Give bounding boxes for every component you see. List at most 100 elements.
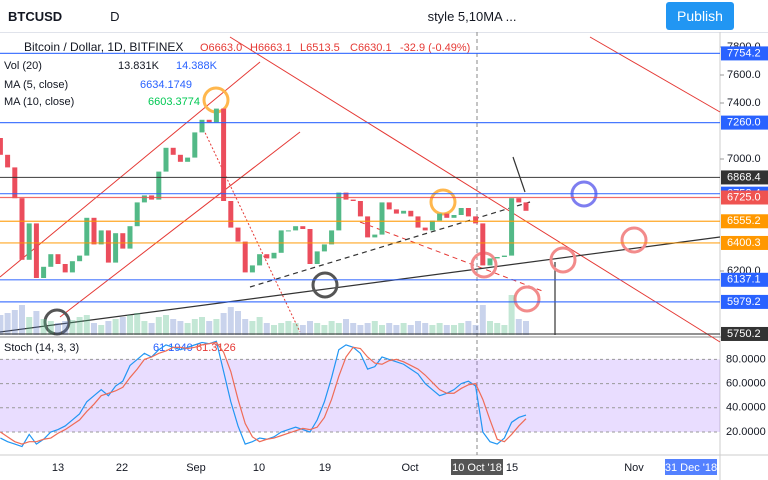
candle-body <box>408 210 414 217</box>
legend-low: L6513.5 <box>300 42 340 54</box>
volume-bar <box>458 323 465 335</box>
volume-bar <box>400 323 407 335</box>
price-tag <box>721 214 768 229</box>
stoch-tick-label: 80.0000 <box>726 353 766 365</box>
price-tag <box>721 235 768 250</box>
candle-body <box>26 223 32 260</box>
candle-body <box>185 157 191 162</box>
price-tag-label: 7260.0 <box>727 117 761 129</box>
volume-bar <box>206 321 213 335</box>
candle-body <box>177 154 183 162</box>
candle-body <box>293 226 299 231</box>
price-tick-label: 7400.0 <box>727 97 761 109</box>
volume-bar <box>220 313 227 335</box>
publish-button[interactable]: Publish <box>666 2 734 30</box>
candle-body <box>307 229 313 264</box>
volume-bar <box>429 325 436 335</box>
volume-bar <box>465 321 472 335</box>
candle-body <box>285 230 291 232</box>
volume-bar <box>321 325 328 335</box>
volume-bar <box>98 325 105 335</box>
volume-bar <box>307 321 313 335</box>
volume-bar <box>119 317 126 335</box>
volume-bar <box>292 323 299 335</box>
candle-body <box>300 226 306 229</box>
volume-bar <box>508 295 515 335</box>
volume-bar <box>271 325 277 335</box>
volume-bar <box>0 315 4 335</box>
price-tag-label: 6725.0 <box>727 191 761 203</box>
ma10-name: MA (10, close) <box>4 96 74 108</box>
price-tick-label: 7000.0 <box>727 153 761 165</box>
volume-bar <box>191 319 198 335</box>
price-tag-label: 6400.3 <box>727 237 761 249</box>
stoch-band <box>0 359 720 432</box>
time-label: Sep <box>186 462 206 474</box>
candle-body <box>242 241 248 273</box>
interval[interactable]: D <box>110 8 120 24</box>
stoch-line <box>0 341 527 445</box>
volume-bar <box>523 321 529 335</box>
time-tag <box>451 459 503 475</box>
candle-body <box>372 234 378 238</box>
candle-body <box>0 138 3 155</box>
candle-body <box>62 264 68 273</box>
volume-bar <box>256 317 263 335</box>
candle-body <box>192 132 198 158</box>
price-tag <box>721 46 768 61</box>
price-tag-label: 6137.1 <box>727 274 761 286</box>
volume-bar <box>134 313 141 335</box>
volume-bar <box>112 319 119 335</box>
candle-body <box>77 255 83 262</box>
volume-bar <box>105 321 112 335</box>
candle-body <box>480 223 486 266</box>
candle-body <box>523 202 529 211</box>
time-label: 15 <box>506 462 518 474</box>
volume-bar <box>343 319 349 335</box>
price-tag <box>721 326 768 341</box>
vol-value: 13.831K <box>118 60 160 72</box>
candle-body <box>48 254 54 267</box>
volume-bar <box>472 325 479 335</box>
time-label: 10 Oct '18 <box>452 462 502 474</box>
candle-body <box>33 223 39 278</box>
volume-bar <box>371 321 378 335</box>
volume-bar <box>11 310 18 335</box>
volume-bar <box>242 319 249 335</box>
volume-bar <box>40 319 47 335</box>
stoch-name: Stoch (14, 3, 3) <box>4 342 79 354</box>
volume-bar <box>141 321 148 335</box>
time-label: 19 <box>319 462 331 474</box>
volume-bar <box>515 319 522 335</box>
candle-body <box>235 227 241 242</box>
candle-body <box>19 198 25 260</box>
candle-body <box>271 252 277 259</box>
price-tag <box>721 115 768 130</box>
volume-bar <box>494 323 501 335</box>
price-tag <box>721 272 768 287</box>
volume-bar <box>127 315 133 335</box>
stoch-tick-label: 40.0000 <box>726 402 766 414</box>
candle-body <box>170 147 176 155</box>
symbol[interactable]: BTCUSD <box>8 8 63 24</box>
candle-body <box>163 147 169 172</box>
candle-body <box>206 119 212 123</box>
volume-bar <box>177 321 184 335</box>
price-tag <box>721 190 768 205</box>
volume-bar <box>501 325 508 335</box>
price-tick-label: 7600.0 <box>727 69 761 81</box>
volume-bar <box>19 305 25 335</box>
price-tag <box>721 294 768 309</box>
volume-bar <box>263 323 270 335</box>
candle-body <box>494 257 500 259</box>
candle-body <box>379 202 385 235</box>
ma5-value: 6634.1749 <box>140 79 192 91</box>
volume-bar <box>314 323 321 335</box>
candle-body <box>98 230 104 245</box>
ma10-value: 6603.3774 <box>148 96 200 108</box>
volume-bar <box>69 320 76 335</box>
template[interactable]: style 5,10MA ... <box>427 8 517 24</box>
chart: Bitcoin / Dollar, 1D, BITFINEX O6663.0 H… <box>0 32 768 480</box>
price-tag-label: 5750.2 <box>727 328 761 340</box>
